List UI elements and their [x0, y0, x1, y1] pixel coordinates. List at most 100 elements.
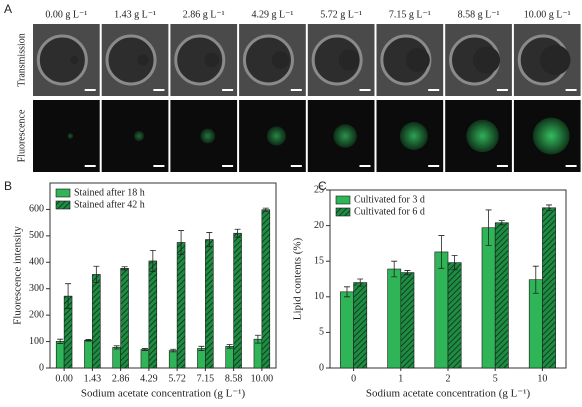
panel-letter: C	[318, 179, 327, 193]
y-tick-label: 0	[39, 362, 44, 373]
green-cells	[266, 126, 287, 146]
error-bar	[262, 207, 269, 212]
error-bar	[532, 265, 539, 294]
chamber	[311, 34, 363, 86]
y-tick-label: 100	[29, 336, 44, 347]
bar	[387, 268, 402, 369]
error-bar	[149, 249, 156, 272]
y-tick-label: 20	[314, 220, 324, 231]
error-bar	[206, 232, 213, 248]
cells	[204, 52, 219, 68]
bar	[148, 260, 158, 369]
bar	[353, 282, 368, 369]
error-bar	[391, 260, 398, 278]
fluorescence-image	[33, 100, 100, 172]
column-label: 10.00 g L⁻¹	[524, 9, 571, 20]
cells	[472, 46, 501, 74]
scale-bar	[84, 165, 96, 167]
green-cells	[200, 128, 216, 144]
bar	[168, 350, 178, 369]
bar	[340, 291, 354, 369]
x-tick-label: 1	[398, 373, 403, 384]
column-label: 7.15 g L⁻¹	[389, 9, 431, 20]
scale-bar	[565, 89, 577, 91]
error-bar	[57, 338, 64, 344]
column-label: 5.72 g L⁻¹	[320, 9, 362, 20]
error-bar	[546, 204, 553, 212]
green-cells	[466, 119, 499, 153]
panel-letter: B	[4, 179, 12, 193]
bar	[261, 209, 271, 369]
y-tick-label: 15	[314, 255, 324, 266]
scale-bar	[290, 89, 302, 91]
error-bar	[254, 334, 261, 344]
green-cells	[67, 133, 74, 139]
error-bar	[141, 348, 148, 351]
green-cells	[133, 130, 145, 142]
cells	[271, 51, 290, 69]
cells	[405, 48, 430, 72]
column-label: 4.29 g L⁻¹	[252, 9, 294, 20]
column-label: 8.58 g L⁻¹	[458, 9, 500, 20]
bar	[176, 242, 186, 369]
bar	[400, 272, 415, 369]
bar	[494, 222, 509, 369]
bar	[84, 339, 93, 369]
legend-label: Stained after 18 h	[74, 187, 145, 198]
error-bar	[438, 235, 445, 269]
scale-bar	[222, 89, 234, 91]
error-bar	[93, 265, 100, 284]
error-bar	[451, 255, 458, 271]
bar	[481, 227, 496, 369]
scale-bar	[496, 165, 508, 167]
scale-bar	[359, 89, 371, 91]
error-bar	[121, 266, 128, 271]
green-cells	[399, 122, 428, 150]
bar	[140, 349, 150, 369]
scale-bar	[222, 165, 234, 167]
scale-bar	[153, 165, 165, 167]
chamber	[105, 34, 157, 86]
row-label: Fluorescence	[16, 109, 27, 162]
y-tick-label: 400	[29, 257, 44, 268]
bar	[542, 207, 556, 369]
bar	[225, 346, 234, 369]
column-label: 1.43 g L⁻¹	[114, 9, 156, 20]
x-tick-label: 10	[537, 373, 547, 384]
chamber	[36, 34, 88, 86]
legend-swatch	[55, 188, 71, 198]
cells	[137, 54, 149, 66]
x-tick-label: 4.29	[140, 373, 158, 384]
bar	[55, 341, 65, 369]
scale-bar	[153, 89, 165, 91]
scale-bar	[496, 89, 508, 91]
chamber	[174, 34, 226, 86]
cells	[70, 56, 79, 64]
bar	[205, 239, 214, 369]
y-tick-label: 300	[29, 283, 44, 294]
scale-bar	[290, 165, 302, 167]
scale-bar	[84, 89, 96, 91]
error-bar	[357, 278, 364, 287]
error-bar	[226, 344, 233, 349]
legend-swatch	[55, 200, 71, 210]
legend-label: Cultivated for 3 d	[354, 194, 425, 205]
error-bar	[343, 286, 350, 298]
error-bar	[404, 270, 411, 276]
bar	[112, 347, 121, 369]
plot-frame	[49, 182, 277, 369]
y-tick-label: 25	[314, 184, 324, 195]
y-tick-label: 200	[29, 309, 44, 320]
x-tick-label: 2.86	[112, 373, 130, 384]
y-tick-label: 5	[319, 327, 324, 338]
error-bar	[170, 348, 177, 353]
cells	[338, 49, 360, 71]
y-axis-title: Lipid contents (%)	[292, 237, 304, 320]
error-bar	[65, 283, 72, 309]
legend-swatch	[335, 195, 351, 205]
error-bar	[198, 345, 205, 351]
x-tick-label: 10.00	[251, 373, 274, 384]
error-bar	[485, 209, 492, 246]
x-tick-label: 0.00	[55, 373, 73, 384]
